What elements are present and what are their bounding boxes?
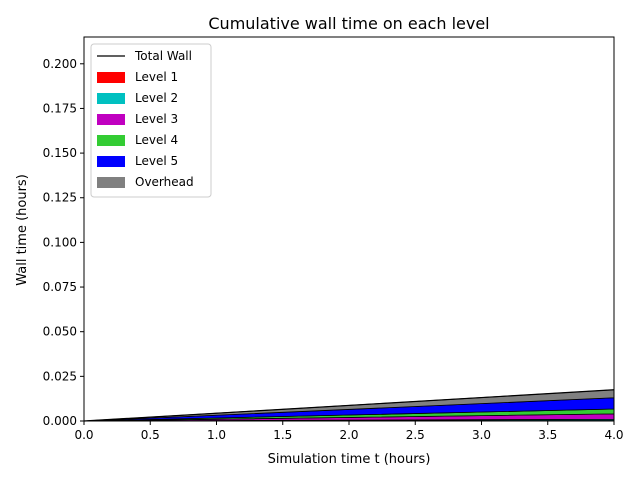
y-tick-label: 0.075	[43, 280, 77, 294]
legend-label-level-2: Level 2	[135, 91, 178, 105]
x-axis-label: Simulation time t (hours)	[268, 452, 431, 467]
y-tick-label: 0.125	[43, 191, 77, 205]
x-tick-label: 0.5	[141, 428, 160, 442]
y-axis-label: Wall time (hours)	[15, 174, 30, 286]
y-tick-label: 0.000	[43, 414, 77, 428]
y-tick-label: 0.100	[43, 235, 77, 249]
legend-label-level-1: Level 1	[135, 70, 178, 84]
y-tick-label: 0.200	[43, 57, 77, 71]
x-tick-label: 3.0	[472, 428, 491, 442]
x-tick-label: 3.5	[538, 428, 557, 442]
chart-title: Cumulative wall time on each level	[208, 14, 489, 33]
x-tick-label: 1.0	[207, 428, 226, 442]
legend-swatch-level-4	[97, 135, 125, 146]
plot-area	[83, 389, 615, 422]
legend-label-level-3: Level 3	[135, 112, 178, 126]
legend-label-overhead: Overhead	[135, 175, 194, 189]
legend-label-level-4: Level 4	[135, 133, 178, 147]
y-tick-label: 0.050	[43, 325, 77, 339]
legend-label-level-5: Level 5	[135, 154, 178, 168]
axes: 0.0 0.5 1.0 1.5 2.0 2.5 3.0 3.5 4.0 0.000 0.025 0.0…	[43, 36, 624, 442]
x-tick-label: 1.5	[273, 428, 292, 442]
legend-label-total-wall: Total Wall	[134, 49, 192, 63]
y-tick-label: 0.150	[43, 146, 77, 160]
legend-swatch-level-3	[97, 114, 125, 125]
legend-swatch-level-2	[97, 93, 125, 104]
legend-swatch-level-5	[97, 156, 125, 167]
x-tick-label: 2.5	[406, 428, 425, 442]
x-tick-label: 2.0	[339, 428, 358, 442]
y-tick-label: 0.025	[43, 369, 77, 383]
x-tick-label: 4.0	[604, 428, 623, 442]
legend: Total Wall Level 1 Level 2 Level 3 Level 4 Le…	[90, 43, 212, 198]
y-tick-label: 0.175	[43, 101, 77, 115]
x-tick-label: 0.0	[74, 428, 93, 442]
line-total-wall	[83, 389, 615, 422]
legend-swatch-overhead	[97, 177, 125, 188]
legend-swatch-level-1	[97, 72, 125, 83]
